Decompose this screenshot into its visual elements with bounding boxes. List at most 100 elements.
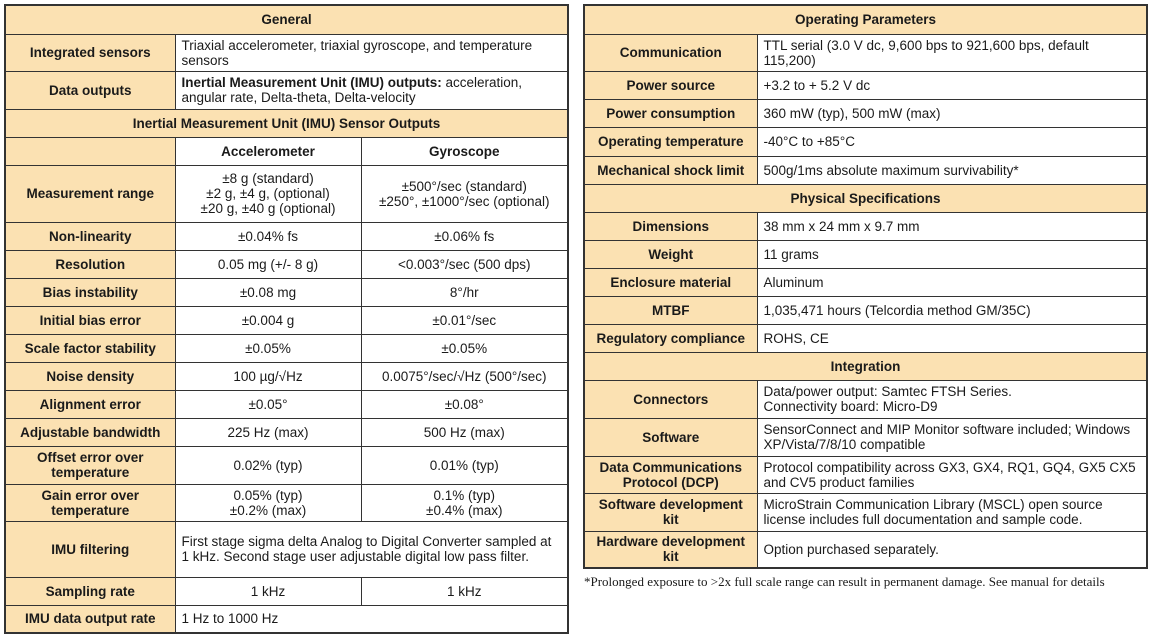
table-row: Noise density 100 µg/√Hz 0.0075°/sec/√Hz (… (4, 361, 569, 391)
table-row: IMU data output rate 1 Hz to 1000 Hz (4, 604, 569, 634)
imu-specs-table: General Integrated sensors Triaxial accele… (4, 4, 569, 634)
row-label: Offset error over temperature (4, 445, 176, 485)
row-value: 11 grams (756, 239, 1148, 269)
table-row: Communication TTL serial (3.0 V dc, 9,600… (583, 33, 1148, 72)
row-label: Data Communications Protocol (DCP) (583, 455, 758, 494)
table-row: Operating Parameters (583, 4, 1148, 35)
footnote: *Prolonged exposure to >2x full scale ra… (584, 574, 1105, 589)
table-row: Dimensions 38 mm x 24 mm x 9.7 mm (583, 211, 1148, 241)
row-value: Data/power output: Samtec FTSH Series. C… (756, 379, 1148, 419)
operating-specs-table: Operating Parameters Communication TTL ser… (583, 4, 1148, 569)
row-value: 360 mW (typ), 500 mW (max) (756, 98, 1148, 128)
gyroscope-value: ±0.08° (360, 389, 569, 419)
table-row: Power consumption 360 mW (typ), 500 mW (m… (583, 98, 1148, 128)
table-row: Gain error over temperature 0.05% (typ) ±… (4, 483, 569, 522)
row-value: 500g/1ms absolute maximum survivability* (756, 155, 1148, 185)
value-bold-prefix: Inertial Measurement Unit (IMU) outputs: (181, 75, 442, 90)
row-label: Enclosure material (583, 267, 758, 297)
table-row: IMU filtering First stage sigma delta Ana… (4, 520, 569, 578)
row-value: Protocol compatibility across GX3, GX4, … (756, 455, 1148, 494)
table-row: Bias instability ±0.08 mg 8°/hr (4, 277, 569, 307)
row-value: +3.2 to + 5.2 V dc (756, 70, 1148, 100)
table-row: Hardware development kit Option purchased… (583, 530, 1148, 569)
accelerometer-value: 0.02% (typ) (174, 445, 362, 485)
table-row: MTBF 1,035,471 hours (Telcordia method GM… (583, 295, 1148, 325)
row-label: Communication (583, 33, 758, 72)
row-label: Sampling rate (4, 576, 176, 606)
row-label: Hardware development kit (583, 530, 758, 569)
row-label: Initial bias error (4, 305, 176, 335)
row-value: 1,035,471 hours (Telcordia method GM/35C… (756, 295, 1148, 325)
table-row: Initial bias error ±0.004 g ±0.01°/sec (4, 305, 569, 335)
table-row: Non-linearity ±0.04% fs ±0.06% fs (4, 221, 569, 251)
table-row: Software SensorConnect and MIP Monitor so… (583, 417, 1148, 457)
row-label: Power consumption (583, 98, 758, 128)
table-row: Integration (583, 351, 1148, 381)
row-label: IMU data output rate (4, 604, 176, 634)
row-label: Weight (583, 239, 758, 269)
row-value: 38 mm x 24 mm x 9.7 mm (756, 211, 1148, 241)
section-title: Integration (583, 351, 1148, 381)
accelerometer-value: ±0.04% fs (174, 221, 362, 251)
row-label: Dimensions (583, 211, 758, 241)
table-row: Mechanical shock limit 500g/1ms absolute … (583, 155, 1148, 185)
accelerometer-value: 0.05 mg (+/- 8 g) (174, 249, 362, 279)
table-row: Integrated sensors Triaxial accelerometer… (4, 33, 569, 72)
table-row: Data Communications Protocol (DCP) Protoc… (583, 455, 1148, 494)
accelerometer-value: ±0.05% (174, 333, 362, 363)
gyroscope-value: ±0.06% fs (360, 221, 569, 251)
row-label: MTBF (583, 295, 758, 325)
row-label: Alignment error (4, 389, 176, 419)
gyroscope-value: 0.1% (typ) ±0.4% (max) (360, 483, 569, 522)
table-row: Sampling rate 1 kHz 1 kHz (4, 576, 569, 606)
table-row: Software development kit MicroStrain Comm… (583, 492, 1148, 532)
row-value: Option purchased separately. (756, 530, 1148, 569)
row-label: Data outputs (4, 70, 176, 110)
row-value: MicroStrain Communication Library (MSCL)… (756, 492, 1148, 532)
accelerometer-value: 1 kHz (174, 576, 362, 606)
accelerometer-value: 225 Hz (max) (174, 417, 362, 447)
gyroscope-value: 8°/hr (360, 277, 569, 307)
row-label: Mechanical shock limit (583, 155, 758, 185)
gyroscope-value: 0.0075°/sec/√Hz (500°/sec) (360, 361, 569, 391)
value-text: acceleration, angular rate, Delta-theta,… (181, 75, 523, 105)
table-row: Power source +3.2 to + 5.2 V dc (583, 70, 1148, 100)
gyroscope-value: <0.003°/sec (500 dps) (360, 249, 569, 279)
row-label: Integrated sensors (4, 33, 176, 72)
column-header-gyroscope: Gyroscope (360, 136, 569, 166)
row-label: Software development kit (583, 492, 758, 532)
row-label: Operating temperature (583, 126, 758, 157)
row-value: TTL serial (3.0 V dc, 9,600 bps to 921,6… (756, 33, 1148, 72)
table-row: Regulatory compliance ROHS, CE (583, 323, 1148, 353)
gyroscope-value: ±500°/sec (standard) ±250°, ±1000°/sec (… (360, 164, 569, 223)
row-value: SensorConnect and MIP Monitor software i… (756, 417, 1148, 457)
row-label: Scale factor stability (4, 333, 176, 363)
gyroscope-value: ±0.01°/sec (360, 305, 569, 335)
section-title-general: General (4, 4, 569, 35)
gyroscope-value: 500 Hz (max) (360, 417, 569, 447)
row-label: Bias instability (4, 277, 176, 307)
section-title-imu: Inertial Measurement Unit (IMU) Sensor O… (4, 108, 569, 138)
accelerometer-value: ±0.05° (174, 389, 362, 419)
gyroscope-value: 0.01% (typ) (360, 445, 569, 485)
row-value: ROHS, CE (756, 323, 1148, 353)
row-value: Inertial Measurement Unit (IMU) outputs:… (174, 70, 569, 110)
table-row: Resolution 0.05 mg (+/- 8 g) <0.003°/sec (… (4, 249, 569, 279)
row-value: Triaxial accelerometer, triaxial gyrosco… (174, 33, 569, 72)
table-row: Accelerometer Gyroscope (4, 136, 569, 166)
accelerometer-value: 100 µg/√Hz (174, 361, 362, 391)
table-row: Weight 11 grams (583, 239, 1148, 269)
table-row: Adjustable bandwidth 225 Hz (max) 500 Hz (… (4, 417, 569, 447)
row-label: Power source (583, 70, 758, 100)
value-text: Triaxial accelerometer, triaxial gyrosco… (181, 37, 533, 68)
table-row: Physical Specifications (583, 183, 1148, 213)
table-row: Data outputs Inertial Measurement Unit (I… (4, 70, 569, 110)
row-label: IMU filtering (4, 520, 176, 578)
accelerometer-value: 0.05% (typ) ±0.2% (max) (174, 483, 362, 522)
row-label: Gain error over temperature (4, 483, 176, 522)
table-row: Operating temperature -40°C to +85°C (583, 126, 1148, 157)
row-label: Regulatory compliance (583, 323, 758, 353)
row-value: Aluminum (756, 267, 1148, 297)
table-row: Offset error over temperature 0.02% (typ)… (4, 445, 569, 485)
table-row: Inertial Measurement Unit (IMU) Sensor O… (4, 108, 569, 138)
